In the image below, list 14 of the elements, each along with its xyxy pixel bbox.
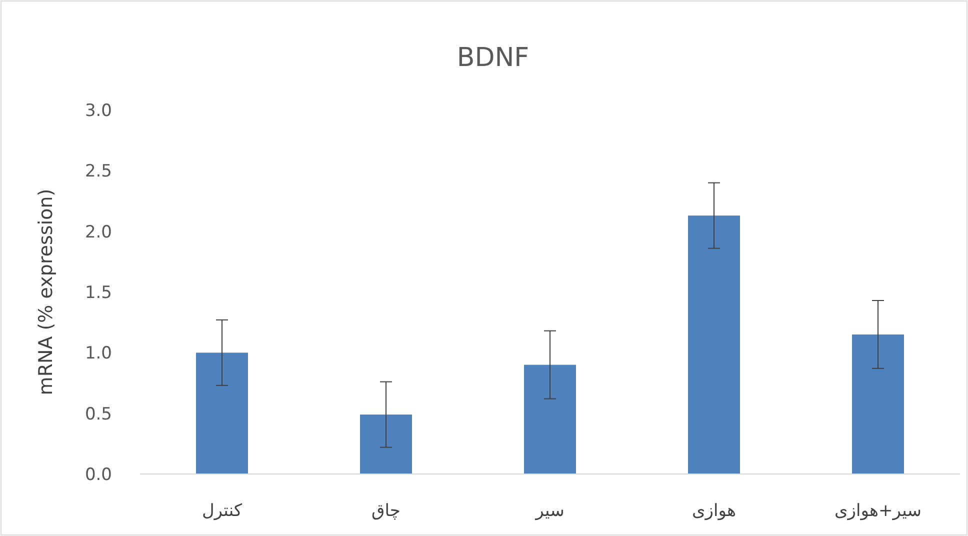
chart-title: BDNF (456, 43, 530, 73)
x-tick-label: کنترل (202, 501, 243, 521)
x-tick-label: چاق (372, 501, 400, 521)
y-tick-label: 1.0 (84, 344, 112, 364)
x-tick-label: سیر (534, 501, 564, 521)
y-tick-label: 2.0 (84, 222, 112, 242)
y-tick-label: 1.5 (84, 283, 112, 303)
y-tick-label: 2.5 (84, 162, 112, 182)
y-tick-label: 0.0 (84, 465, 112, 485)
x-tick-label: سیر+هوازی (834, 501, 922, 521)
y-tick-label: 0.5 (84, 404, 112, 424)
y-axis-title: mRNA (% expression) (35, 188, 57, 396)
y-tick-label: 3.0 (84, 101, 112, 121)
x-tick-label: هوازی (692, 501, 736, 521)
